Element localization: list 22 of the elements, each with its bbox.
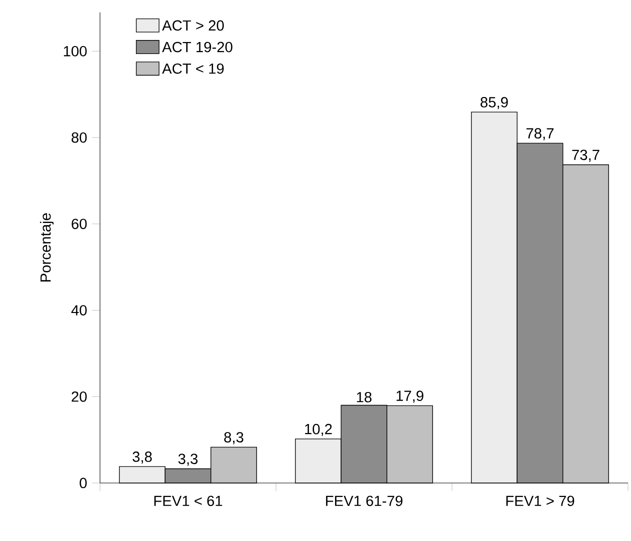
data-label: 85,9 bbox=[480, 97, 508, 110]
y-tick-label: 100 bbox=[64, 46, 87, 56]
data-label: 3,3 bbox=[178, 454, 198, 466]
y-tick-label: 0 bbox=[80, 478, 87, 488]
y-tick-label: 40 bbox=[71, 305, 87, 316]
data-label: 8,3 bbox=[224, 432, 244, 444]
data-label: 17,9 bbox=[396, 390, 424, 403]
data-label: 78,7 bbox=[526, 128, 554, 140]
legend-label: ACT < 19 bbox=[162, 63, 224, 74]
data-label: 18 bbox=[356, 392, 372, 402]
x-tick-label: FEV1 > 79 bbox=[506, 496, 574, 506]
data-label: 10,2 bbox=[305, 424, 332, 436]
x-tick-label: FEV1 61-79 bbox=[326, 496, 402, 506]
y-axis-title: Porcentaje bbox=[40, 213, 54, 282]
data-label: 3,8 bbox=[132, 452, 152, 464]
y-tick-label: 80 bbox=[72, 132, 87, 143]
y-tick-label: 60 bbox=[72, 218, 87, 230]
legend-label: ACT 19-20 bbox=[162, 42, 232, 52]
legend-label: ACT > 20 bbox=[162, 20, 224, 31]
data-label: 73,7 bbox=[572, 150, 600, 162]
x-tick-label: FEV1 < 61 bbox=[154, 496, 222, 506]
y-tick-label: 20 bbox=[72, 391, 87, 402]
